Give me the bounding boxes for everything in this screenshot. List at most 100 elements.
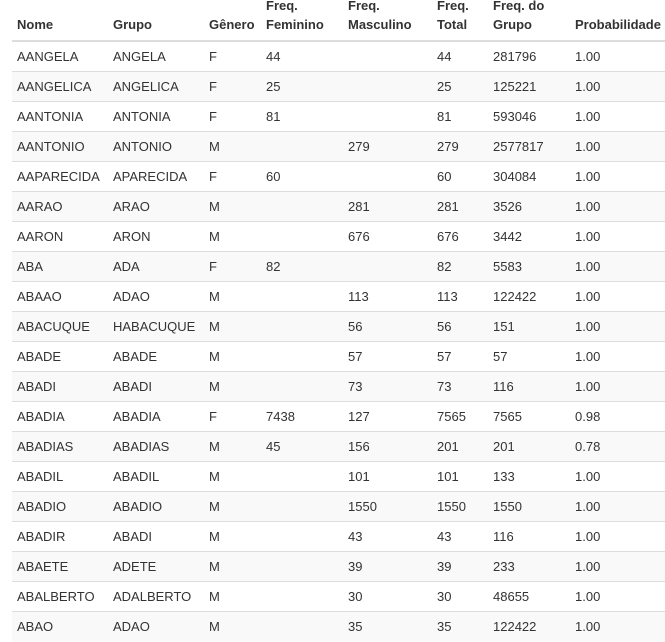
- cell-grupo: ABADIO: [108, 491, 204, 522]
- cell-freq-masculino: 43: [343, 521, 432, 552]
- column-header-probabilidade-line: Probabilidade: [575, 17, 661, 32]
- cell-genero: M: [204, 311, 261, 342]
- cell-genero: M: [204, 221, 261, 252]
- column-header-freq-masculino: Freq. Masculino: [343, 0, 432, 42]
- table-row: ABAO ADAO M 35 35 122422 1.00: [12, 611, 665, 642]
- cell-freq-feminino: [261, 491, 343, 522]
- cell-freq-masculino: 1550: [343, 491, 432, 522]
- cell-genero: M: [204, 491, 261, 522]
- cell-genero: F: [204, 40, 261, 72]
- cell-freq-feminino: [261, 311, 343, 342]
- cell-nome: ABADIR: [12, 521, 108, 552]
- column-header-freq-feminino-line: Feminino: [266, 17, 324, 32]
- cell-freq-feminino: [261, 521, 343, 552]
- cell-probabilidade: 1.00: [570, 611, 665, 642]
- cell-nome: AANTONIO: [12, 131, 108, 162]
- cell-freq-grupo: 133: [488, 461, 570, 492]
- cell-freq-total: 82: [432, 251, 488, 282]
- cell-freq-total: 44: [432, 40, 488, 72]
- column-header-freq-grupo-line: Freq. do: [493, 0, 545, 13]
- table-row: ABADE ABADE M 57 57 57 1.00: [12, 341, 665, 372]
- cell-probabilidade: 0.98: [570, 401, 665, 432]
- cell-freq-masculino: 281: [343, 191, 432, 222]
- cell-freq-grupo: 48655: [488, 581, 570, 612]
- table-row: ABADIAS ABADIAS M 45 156 201 201 0.78: [12, 431, 665, 462]
- table-row: AARON ARON M 676 676 3442 1.00: [12, 221, 665, 252]
- table-row: AANTONIO ANTONIO M 279 279 2577817 1.00: [12, 131, 665, 162]
- cell-freq-masculino: 30: [343, 581, 432, 612]
- table-row: ABALBERTO ADALBERTO M 30 30 48655 1.00: [12, 581, 665, 612]
- cell-freq-total: 73: [432, 371, 488, 402]
- cell-genero: F: [204, 401, 261, 432]
- cell-freq-feminino: 81: [261, 101, 343, 132]
- cell-grupo: ABADI: [108, 371, 204, 402]
- cell-freq-grupo: 122422: [488, 611, 570, 642]
- cell-grupo: ANTONIO: [108, 131, 204, 162]
- cell-nome: ABADIO: [12, 491, 108, 522]
- cell-freq-grupo: 3526: [488, 191, 570, 222]
- column-header-freq-grupo-line: Grupo: [493, 17, 532, 32]
- cell-probabilidade: 1.00: [570, 461, 665, 492]
- column-header-genero: Gênero: [204, 0, 261, 42]
- column-header-freq-total: Freq. Total: [432, 0, 488, 42]
- cell-genero: M: [204, 191, 261, 222]
- cell-freq-masculino: [343, 161, 432, 192]
- cell-freq-total: 39: [432, 551, 488, 582]
- cell-probabilidade: 1.00: [570, 371, 665, 402]
- cell-freq-masculino: 127: [343, 401, 432, 432]
- cell-nome: AANGELA: [12, 40, 108, 72]
- cell-genero: M: [204, 371, 261, 402]
- cell-nome: AARON: [12, 221, 108, 252]
- cell-genero: M: [204, 131, 261, 162]
- cell-grupo: ADETE: [108, 551, 204, 582]
- cell-freq-grupo: 281796: [488, 40, 570, 72]
- cell-freq-total: 35: [432, 611, 488, 642]
- cell-freq-feminino: 60: [261, 161, 343, 192]
- cell-freq-feminino: 44: [261, 40, 343, 72]
- cell-nome: ABADIL: [12, 461, 108, 492]
- cell-freq-masculino: [343, 71, 432, 102]
- cell-freq-feminino: [261, 281, 343, 312]
- table-row: ABADIL ABADIL M 101 101 133 1.00: [12, 461, 665, 492]
- cell-freq-total: 101: [432, 461, 488, 492]
- cell-freq-masculino: 113: [343, 281, 432, 312]
- cell-probabilidade: 1.00: [570, 191, 665, 222]
- cell-freq-grupo: 1550: [488, 491, 570, 522]
- cell-nome: AAPARECIDA: [12, 161, 108, 192]
- cell-freq-masculino: [343, 40, 432, 72]
- cell-genero: M: [204, 521, 261, 552]
- cell-freq-grupo: 201: [488, 431, 570, 462]
- cell-genero: F: [204, 101, 261, 132]
- cell-probabilidade: 0.78: [570, 431, 665, 462]
- column-header-freq-feminino: Freq. Feminino: [261, 0, 343, 42]
- cell-freq-grupo: 116: [488, 521, 570, 552]
- cell-genero: F: [204, 251, 261, 282]
- cell-freq-feminino: 7438: [261, 401, 343, 432]
- cell-grupo: ARON: [108, 221, 204, 252]
- column-header-freq-total-line: Total: [437, 17, 468, 32]
- cell-freq-masculino: 73: [343, 371, 432, 402]
- cell-freq-total: 57: [432, 341, 488, 372]
- cell-freq-feminino: [261, 581, 343, 612]
- cell-freq-feminino: [261, 341, 343, 372]
- cell-freq-feminino: [261, 191, 343, 222]
- cell-freq-grupo: 593046: [488, 101, 570, 132]
- cell-nome: ABADIAS: [12, 431, 108, 462]
- table-row: AARAO ARAO M 281 281 3526 1.00: [12, 191, 665, 222]
- header-row: Nome Grupo Gênero Freq. Feminino Freq. Masculi…: [12, 0, 665, 42]
- cell-freq-masculino: 676: [343, 221, 432, 252]
- column-header-genero-line: Gênero: [209, 17, 255, 32]
- table-row: AAPARECIDA APARECIDA F 60 60 304084 1.00: [12, 161, 665, 192]
- table-row: AANGELA ANGELA F 44 44 281796 1.00: [12, 40, 665, 72]
- cell-freq-feminino: [261, 551, 343, 582]
- cell-grupo: ABADIAS: [108, 431, 204, 462]
- cell-freq-total: 1550: [432, 491, 488, 522]
- cell-freq-feminino: [261, 131, 343, 162]
- cell-freq-total: 113: [432, 281, 488, 312]
- table-row: AANTONIA ANTONIA F 81 81 593046 1.00: [12, 101, 665, 132]
- column-header-freq-total-line: Freq.: [437, 0, 469, 13]
- cell-grupo: ANGELICA: [108, 71, 204, 102]
- cell-freq-masculino: [343, 101, 432, 132]
- cell-probabilidade: 1.00: [570, 281, 665, 312]
- cell-freq-feminino: 25: [261, 71, 343, 102]
